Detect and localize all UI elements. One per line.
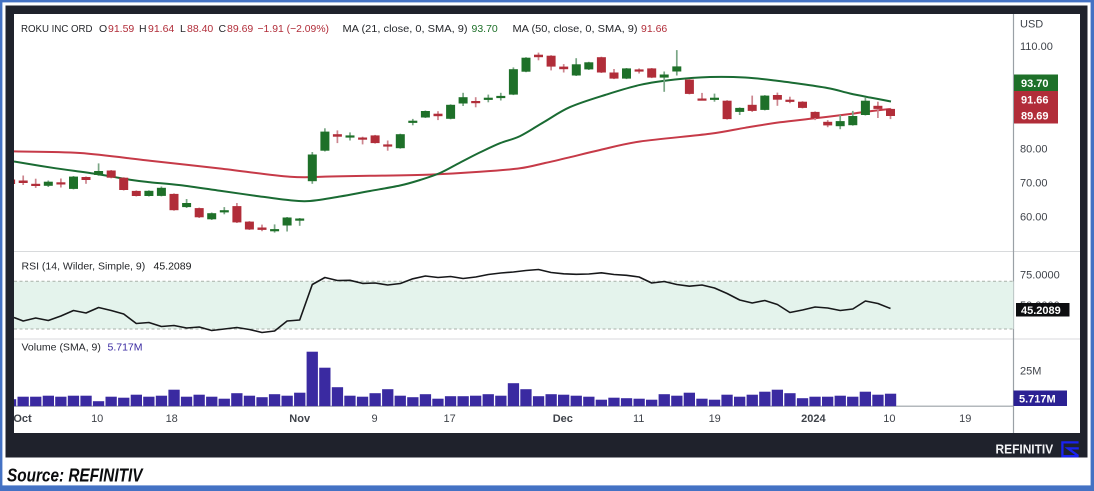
svg-text:75.0000: 75.0000 — [1020, 270, 1060, 282]
svg-text:17: 17 — [443, 413, 455, 425]
svg-text:93.70: 93.70 — [1021, 78, 1049, 90]
svg-text:93.70: 93.70 — [472, 23, 498, 35]
svg-text:89.69: 89.69 — [1021, 111, 1049, 123]
svg-text:Source: REFINITIV: Source: REFINITIV — [7, 466, 144, 486]
svg-text:O: O — [99, 23, 107, 35]
svg-text:110.00: 110.00 — [1020, 41, 1053, 53]
svg-text:91.59: 91.59 — [108, 23, 134, 35]
svg-text:91.66: 91.66 — [1021, 95, 1049, 107]
svg-text:MA (50, close, 0, SMA, 9): MA (50, close, 0, SMA, 9) — [513, 23, 638, 35]
svg-text:91.64: 91.64 — [148, 23, 174, 35]
svg-text:60.00: 60.00 — [1020, 211, 1048, 223]
svg-text:C: C — [219, 23, 227, 35]
svg-text:88.40: 88.40 — [187, 23, 213, 35]
svg-text:45.2089: 45.2089 — [154, 261, 192, 273]
svg-text:5.717M: 5.717M — [108, 342, 143, 354]
svg-text:19: 19 — [709, 413, 721, 425]
svg-text:MA (21, close, 0, SMA, 9): MA (21, close, 0, SMA, 9) — [343, 23, 468, 35]
svg-text:Oct: Oct — [13, 413, 32, 425]
svg-text:Dec: Dec — [553, 413, 573, 425]
svg-text:ROKU INC ORD: ROKU INC ORD — [21, 23, 93, 35]
svg-text:2024: 2024 — [801, 413, 826, 425]
svg-text:91.66: 91.66 — [641, 23, 667, 35]
svg-text:10: 10 — [91, 413, 103, 425]
svg-text:USD: USD — [1020, 19, 1043, 31]
svg-text:19: 19 — [959, 413, 971, 425]
svg-text:5.717M: 5.717M — [1019, 393, 1056, 405]
svg-text:L: L — [180, 23, 186, 35]
svg-text:RSI (14, Wilder, Simple, 9): RSI (14, Wilder, Simple, 9) — [22, 261, 146, 273]
svg-text:25M: 25M — [1020, 365, 1041, 377]
svg-text:9: 9 — [372, 413, 378, 425]
svg-text:18: 18 — [166, 413, 178, 425]
svg-text:10: 10 — [883, 413, 895, 425]
svg-text:11: 11 — [633, 413, 644, 425]
svg-text:80.00: 80.00 — [1020, 144, 1048, 156]
svg-text:45.2089: 45.2089 — [1021, 305, 1061, 317]
svg-text:−1.91 (−2.09%): −1.91 (−2.09%) — [258, 23, 330, 35]
svg-text:89.69: 89.69 — [227, 23, 253, 35]
svg-text:H: H — [139, 23, 147, 35]
svg-text:70.00: 70.00 — [1020, 177, 1048, 189]
svg-text:Nov: Nov — [289, 413, 311, 425]
svg-text:REFINITIV: REFINITIV — [996, 441, 1054, 456]
svg-text:Volume (SMA, 9): Volume (SMA, 9) — [22, 342, 101, 354]
